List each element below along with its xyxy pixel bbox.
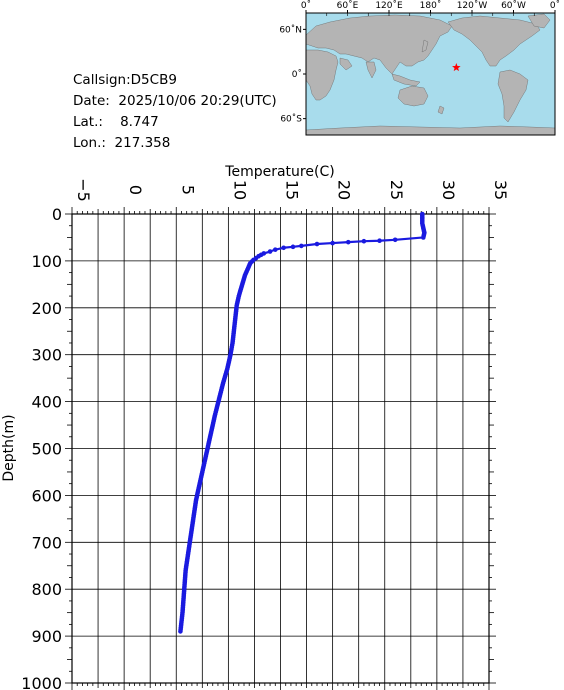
y-tick-label: 1000 xyxy=(21,674,62,690)
date-text: Date: 2025/10/06 20:29(UTC) xyxy=(73,93,277,109)
profile-point xyxy=(345,239,351,245)
y-axis-ticks: 0 100 200 300 400 500 600 700 800 900 1000 xyxy=(21,205,496,690)
station-star-icon xyxy=(452,62,461,72)
chart-grid xyxy=(71,213,490,684)
y-tick-label: 0 xyxy=(52,205,62,224)
map-lat-label: 60˚S xyxy=(280,114,302,125)
x-tick-label: 20 xyxy=(335,180,354,200)
map-lon-label: 60˚W xyxy=(501,0,526,11)
profile-line xyxy=(179,214,426,632)
profile-point xyxy=(267,249,273,254)
map-lon-label: 120˚W xyxy=(457,0,488,11)
x-tick-label: 35 xyxy=(491,180,510,200)
profile-point xyxy=(272,247,278,252)
map-lat-label: 0˚ xyxy=(292,69,302,80)
profile-point xyxy=(299,243,304,249)
profile-point xyxy=(421,235,426,240)
map-lon-label: 0˚ xyxy=(550,0,560,11)
map-longitude-labels: 0˚ 60˚E 120˚E 180˚ 120˚W 60˚W 0˚ xyxy=(301,0,560,11)
map-ticks xyxy=(303,10,556,120)
map-land xyxy=(306,13,555,135)
profile-point xyxy=(361,238,367,244)
station-marker xyxy=(452,62,461,72)
x-tick-label: 0 xyxy=(126,185,145,195)
profile-point xyxy=(392,237,398,243)
x-tick-label: 5 xyxy=(178,185,197,195)
y-tick-label: 900 xyxy=(31,627,62,646)
map-lon-label: 0˚ xyxy=(301,0,311,11)
map-lon-label: 180˚ xyxy=(420,0,442,11)
profile-point xyxy=(330,240,335,246)
profile-point xyxy=(377,238,382,244)
y-tick-label: 300 xyxy=(31,346,62,365)
x-tick-label: 30 xyxy=(439,180,458,200)
x-tick-label: −5 xyxy=(74,178,93,202)
x-tick-label: 15 xyxy=(283,180,302,200)
temperature-profile xyxy=(178,211,427,634)
map-lon-label: 120˚E xyxy=(375,0,403,11)
profile-point xyxy=(178,629,183,634)
x-axis-title: Temperature(C) xyxy=(224,164,334,180)
x-axis-ticks: −5 0 5 10 15 20 25 30 35 xyxy=(71,178,510,690)
map-latitude-labels: 60˚N 0˚ 60˚S xyxy=(279,24,302,124)
map-lon-label: 60˚E xyxy=(337,0,359,11)
y-tick-label: 800 xyxy=(31,580,62,599)
profile-point xyxy=(314,241,320,247)
y-tick-label: 600 xyxy=(31,486,62,505)
y-tick-label: 200 xyxy=(31,299,62,318)
y-tick-label: 400 xyxy=(31,393,62,412)
callsign-text: Callsign:D5CB9 xyxy=(73,72,177,88)
x-tick-label: 25 xyxy=(387,180,406,200)
profile-point xyxy=(281,245,286,251)
y-tick-label: 100 xyxy=(31,252,62,271)
station-info: Callsign:D5CB9 Date: 2025/10/06 20:29(UT… xyxy=(73,70,277,154)
longitude-text: Lon.: 217.358 xyxy=(73,135,171,151)
x-tick-label: 10 xyxy=(230,180,249,200)
y-axis-title: Depth(m) xyxy=(1,414,17,481)
profile-point xyxy=(290,244,296,250)
y-tick-label: 700 xyxy=(31,533,62,552)
y-tick-label: 500 xyxy=(31,440,62,459)
map-lat-label: 60˚N xyxy=(279,24,302,35)
latitude-text: Lat.: 8.747 xyxy=(73,114,159,130)
